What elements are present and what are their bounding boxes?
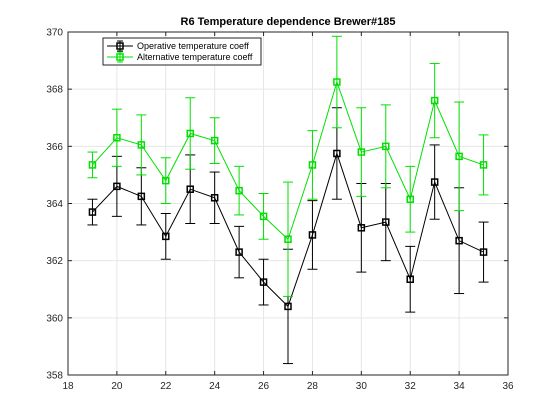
data-point [430, 96, 439, 105]
series-1 [87, 107, 489, 365]
x-tick-label: 36 [502, 381, 514, 392]
data-point [333, 78, 341, 86]
data-point [235, 248, 243, 256]
y-tick-label: 358 [46, 371, 63, 382]
data-point [430, 178, 439, 186]
x-tick-label: 30 [356, 381, 368, 392]
y-tick-label: 370 [46, 28, 63, 39]
x-tick-label: 32 [405, 381, 417, 392]
data-point [308, 161, 317, 169]
data-point [210, 136, 219, 145]
legend-label: Operative temperature coeff [137, 41, 249, 51]
y-tick-label: 366 [46, 142, 63, 153]
data-point [88, 161, 97, 169]
legend-box [102, 37, 262, 66]
legend-marker [116, 53, 124, 61]
data-point [284, 302, 292, 311]
data-point [259, 278, 268, 286]
legend-item-1: Operative temperature coeff [107, 40, 249, 52]
data-point [162, 232, 170, 241]
axes: 18 20 22 24 26 28 30 32 34 36 358 360 362 364 366 368 37… [46, 28, 514, 393]
x-tick-label: 24 [209, 381, 221, 392]
x-tick-label: 18 [62, 381, 74, 392]
data-point [235, 186, 243, 195]
x-tick-label: 22 [160, 381, 172, 392]
x-tick-label: 34 [454, 381, 466, 392]
data-point [357, 148, 366, 156]
y-tick-label: 360 [46, 313, 63, 324]
data-point [113, 134, 121, 142]
data-point [210, 194, 219, 202]
data-point [137, 141, 146, 149]
y-tick-label: 368 [46, 85, 63, 96]
y-tick-label: 362 [46, 256, 63, 267]
data-point [88, 208, 97, 216]
data-point [113, 182, 121, 191]
data-point [455, 152, 463, 161]
data-point [382, 218, 390, 226]
data-point [382, 142, 390, 151]
legend-item-2: Alternative temperature coeff [107, 51, 253, 63]
x-tick-label: 20 [111, 381, 123, 392]
data-point [333, 149, 341, 158]
series-layer [87, 35, 489, 365]
data-point [406, 275, 414, 283]
chart-title: R6 Temperature dependence Brewer#185 [181, 16, 396, 28]
data-point [162, 176, 170, 185]
data-point [284, 235, 292, 243]
data-point [259, 212, 268, 221]
data-point [308, 231, 317, 239]
data-point [186, 185, 194, 193]
legend-marker [116, 42, 124, 50]
data-point [357, 224, 366, 232]
data-point [186, 129, 194, 138]
data-point [479, 248, 488, 256]
x-tick-label: 28 [307, 381, 319, 392]
data-point [406, 195, 414, 203]
legend-label: Alternative temperature coeff [137, 52, 253, 62]
data-point [479, 161, 488, 169]
data-point [455, 236, 463, 245]
x-tick-label: 26 [258, 381, 270, 392]
data-point [137, 192, 146, 201]
series-2 [87, 35, 489, 297]
y-tick-label: 364 [46, 199, 63, 210]
